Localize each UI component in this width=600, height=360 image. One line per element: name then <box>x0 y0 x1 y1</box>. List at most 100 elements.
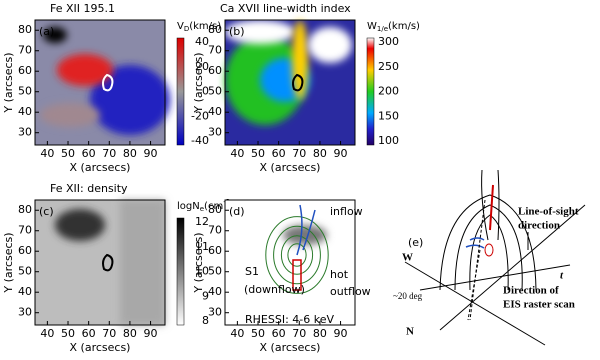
raster-label: EIS raster scan <box>503 299 575 311</box>
contour <box>102 73 114 92</box>
colorbar-label-part: e <box>200 205 204 213</box>
y-axis-label: Y (arcsecs) <box>2 232 15 293</box>
blob <box>90 65 170 135</box>
colorbar-tick-label: 200 <box>378 85 399 98</box>
panel-title: Fe XII: density <box>50 182 128 195</box>
x-tick-label: 80 <box>313 327 327 340</box>
y-tick-label: 40 <box>208 285 222 298</box>
blob <box>283 225 327 245</box>
y-tick-label: 70 <box>18 224 32 237</box>
x-tick-label: 60 <box>82 147 96 160</box>
colorbar <box>176 37 185 146</box>
raster-label: Direction of <box>503 285 559 297</box>
x-tick-label: 90 <box>144 147 158 160</box>
x-tick-label: 80 <box>123 327 137 340</box>
y-tick-label: 30 <box>208 126 222 139</box>
y-axis-label: Y (arcsecs) <box>192 52 205 113</box>
colorbar-tick-label: 11 <box>195 240 209 253</box>
panel-label: (b) <box>229 25 245 38</box>
colorbar-label: VD​(km/s) <box>177 21 221 33</box>
x-tick-label: 50 <box>61 327 75 340</box>
colorbar-tick-label: 12 <box>195 215 209 228</box>
y-tick-label: 80 <box>208 23 222 36</box>
los-label: direction <box>518 220 560 232</box>
colorbar <box>366 37 375 146</box>
colorbar-label-part: (km/s) <box>388 21 420 32</box>
colorbar <box>176 217 185 326</box>
contour <box>280 235 314 275</box>
x-axis-label: X (arcsecs) <box>70 161 131 174</box>
x-tick-label: 60 <box>82 327 96 340</box>
y-tick-label: 80 <box>18 23 32 36</box>
x-tick-label: 40 <box>230 147 244 160</box>
los-label: Line-of-sight <box>518 206 579 218</box>
colorbar-tick-label: 100 <box>378 134 399 147</box>
contour <box>265 216 329 294</box>
colorbar-tick-label: 8 <box>202 314 209 327</box>
y-tick-label: 80 <box>208 203 222 216</box>
panel-title: Fe XII 195.1 <box>50 2 115 15</box>
x-axis-label: X (arcsecs) <box>260 161 321 174</box>
colorbar-tick-label: -40 <box>191 134 209 147</box>
blob <box>120 200 165 325</box>
t-label: t <box>560 270 564 282</box>
y-tick-label: 50 <box>18 85 32 98</box>
annotation: RHESSI: 4-6 keV <box>245 313 334 326</box>
x-tick-label: 50 <box>61 147 75 160</box>
y-tick-label: 60 <box>208 244 222 257</box>
x-tick-label: 70 <box>102 327 116 340</box>
x-tick-label: 90 <box>144 327 158 340</box>
inflow-line <box>296 204 316 256</box>
colorbar-tick-label: 0 <box>202 85 209 98</box>
blob <box>292 20 308 100</box>
annotation: inflow <box>330 205 363 218</box>
y-tick-label: 50 <box>18 265 32 278</box>
blob <box>57 54 113 86</box>
north-label: N <box>406 326 414 338</box>
annotation: outflow <box>330 285 371 298</box>
panel-label: (c) <box>39 205 54 218</box>
panel-label: (d) <box>229 205 245 218</box>
x-tick-label: 40 <box>40 327 54 340</box>
y-tick-label: 70 <box>208 44 222 57</box>
y-tick-label: 60 <box>18 244 32 257</box>
y-tick-label: 60 <box>18 64 32 77</box>
x-tick-label: 80 <box>123 147 137 160</box>
y-tick-label: 50 <box>208 85 222 98</box>
x-tick-label: 70 <box>102 147 116 160</box>
annotation: S1 <box>245 265 259 278</box>
blob <box>43 27 67 43</box>
panel-label: (a) <box>39 25 54 38</box>
y-tick-label: 40 <box>18 285 32 298</box>
annotation: (downflow) <box>244 283 305 296</box>
angle-label: ~20 deg <box>393 291 423 301</box>
x-tick-label: 60 <box>272 147 286 160</box>
contour <box>292 73 304 92</box>
panel-title: Ca XVII line-width index <box>220 2 351 15</box>
frame <box>224 199 356 326</box>
colorbar-tick-label: 40 <box>195 35 209 48</box>
west-label: W <box>402 252 413 264</box>
y-axis-label: Y (arcsecs) <box>2 52 15 113</box>
y-axis-label: Y (arcsecs) <box>192 232 205 293</box>
blob <box>40 103 100 127</box>
colorbar-tick-label: 10 <box>195 265 209 278</box>
frame <box>34 19 166 146</box>
blob <box>225 20 295 44</box>
x-tick-label: 40 <box>40 147 54 160</box>
y-tick-label: 80 <box>18 203 32 216</box>
contour <box>273 225 321 285</box>
contour <box>102 253 114 272</box>
colorbar-label-part: (cm <box>204 201 223 212</box>
colorbar-tick-label: 20 <box>195 60 209 73</box>
x-axis-label: X (arcsecs) <box>70 341 131 354</box>
y-tick-label: 30 <box>18 126 32 139</box>
x-tick-label: 50 <box>251 327 265 340</box>
colorbar-label-part: 1/e <box>377 25 388 33</box>
colorbar-tick-label: 150 <box>378 109 399 122</box>
x-tick-label: 60 <box>272 327 286 340</box>
colorbar-tick-label: 250 <box>378 60 399 73</box>
